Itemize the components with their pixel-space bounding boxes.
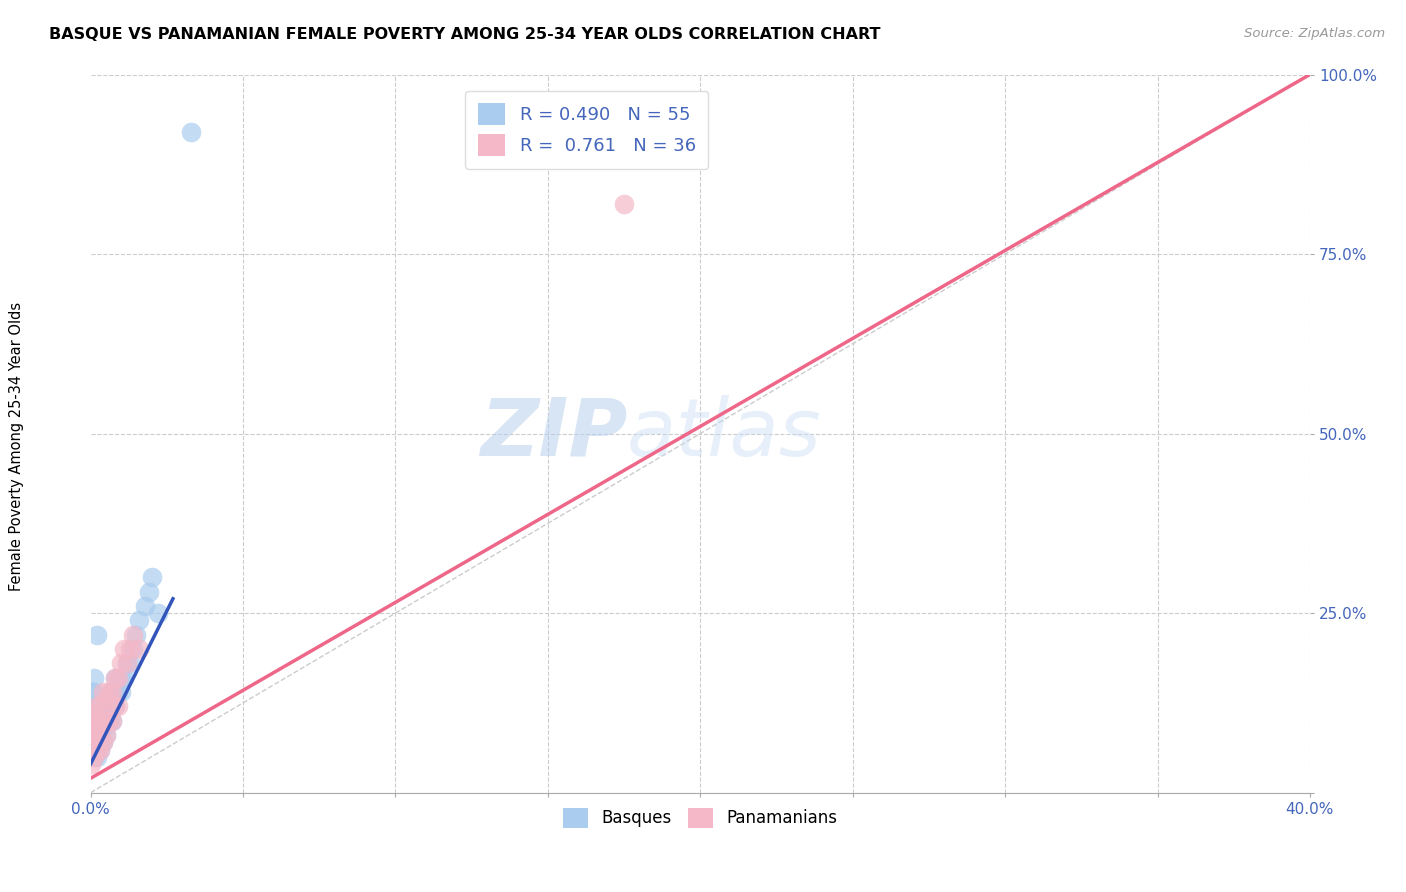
Point	[146, 606, 169, 620]
Point	[86, 714, 108, 728]
Point	[79, 728, 101, 742]
Point	[613, 196, 636, 211]
Point	[86, 742, 108, 756]
Point	[101, 714, 124, 728]
Point	[89, 728, 111, 742]
Point	[115, 657, 138, 671]
Point	[107, 671, 129, 685]
Point	[94, 728, 117, 742]
Point	[104, 671, 127, 685]
Point	[89, 699, 111, 714]
Point	[79, 714, 101, 728]
Point	[104, 671, 127, 685]
Point	[79, 756, 101, 771]
Point	[79, 742, 101, 756]
Point	[79, 685, 101, 699]
Point	[138, 584, 160, 599]
Point	[128, 642, 150, 657]
Point	[83, 671, 105, 685]
Point	[97, 714, 120, 728]
Point	[94, 728, 117, 742]
Point	[107, 699, 129, 714]
Point	[89, 735, 111, 749]
Point	[83, 721, 105, 735]
Point	[97, 685, 120, 699]
Point	[91, 714, 114, 728]
Point	[107, 685, 129, 699]
Point	[89, 721, 111, 735]
Point	[112, 671, 135, 685]
Text: Source: ZipAtlas.com: Source: ZipAtlas.com	[1244, 27, 1385, 40]
Point	[83, 749, 105, 764]
Point	[120, 657, 142, 671]
Point	[104, 699, 127, 714]
Point	[110, 657, 132, 671]
Point	[86, 699, 108, 714]
Point	[104, 685, 127, 699]
Point	[94, 714, 117, 728]
Point	[141, 570, 163, 584]
Point	[122, 642, 145, 657]
Text: BASQUE VS PANAMANIAN FEMALE POVERTY AMONG 25-34 YEAR OLDS CORRELATION CHART: BASQUE VS PANAMANIAN FEMALE POVERTY AMON…	[49, 27, 880, 42]
Point	[91, 706, 114, 721]
Point	[86, 628, 108, 642]
Point	[86, 714, 108, 728]
Point	[86, 742, 108, 756]
Point	[79, 742, 101, 756]
Point	[83, 699, 105, 714]
Point	[94, 714, 117, 728]
Point	[83, 728, 105, 742]
Point	[134, 599, 156, 613]
Legend: Basques, Panamanians: Basques, Panamanians	[557, 801, 844, 835]
Point	[79, 735, 101, 749]
Point	[91, 685, 114, 699]
Point	[86, 728, 108, 742]
Point	[91, 735, 114, 749]
Text: Female Poverty Among 25-34 Year Olds: Female Poverty Among 25-34 Year Olds	[10, 301, 24, 591]
Point	[83, 685, 105, 699]
Point	[83, 742, 105, 756]
Point	[94, 692, 117, 706]
Point	[79, 728, 101, 742]
Point	[83, 706, 105, 721]
Point	[79, 699, 101, 714]
Point	[120, 642, 142, 657]
Point	[86, 735, 108, 749]
Point	[89, 742, 111, 756]
Point	[94, 699, 117, 714]
Point	[110, 685, 132, 699]
Point	[83, 714, 105, 728]
Point	[91, 735, 114, 749]
Point	[97, 714, 120, 728]
Point	[115, 657, 138, 671]
Point	[83, 749, 105, 764]
Point	[91, 721, 114, 735]
Point	[83, 721, 105, 735]
Point	[83, 735, 105, 749]
Point	[112, 642, 135, 657]
Point	[110, 671, 132, 685]
Point	[86, 728, 108, 742]
Point	[128, 613, 150, 627]
Text: ZIP: ZIP	[479, 394, 627, 473]
Text: atlas: atlas	[627, 394, 823, 473]
Point	[125, 628, 148, 642]
Point	[79, 714, 101, 728]
Point	[97, 699, 120, 714]
Point	[180, 125, 202, 139]
Point	[89, 714, 111, 728]
Point	[89, 742, 111, 756]
Point	[86, 721, 108, 735]
Point	[89, 699, 111, 714]
Point	[86, 699, 108, 714]
Point	[101, 685, 124, 699]
Point	[122, 628, 145, 642]
Point	[101, 714, 124, 728]
Point	[83, 735, 105, 749]
Point	[101, 685, 124, 699]
Point	[104, 699, 127, 714]
Point	[86, 749, 108, 764]
